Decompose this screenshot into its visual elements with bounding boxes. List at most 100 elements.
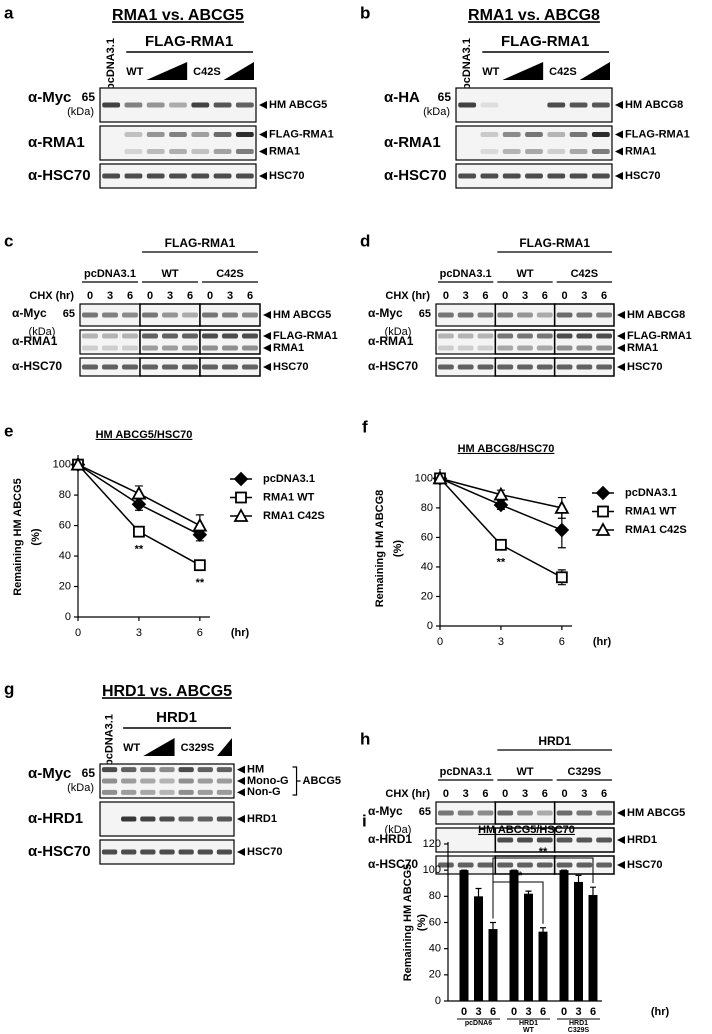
band: [591, 102, 610, 108]
marker: [133, 525, 145, 538]
band: [235, 173, 254, 179]
y-tick-label: 0: [427, 620, 433, 632]
y-tick-label: 100: [415, 472, 433, 484]
target-label: HM ABCG8: [625, 99, 683, 111]
group-label-box: HRD1 C329S: [568, 1020, 589, 1034]
subgroup-label: WT: [126, 66, 143, 78]
bar: [509, 870, 519, 1001]
band: [556, 333, 573, 339]
time-label: CHX (hr): [385, 290, 430, 302]
band: [216, 778, 233, 784]
band: [480, 173, 499, 179]
band: [124, 102, 143, 108]
band: [182, 345, 198, 351]
antibody-label: α-HSC70: [12, 359, 62, 373]
target-label: HM: [247, 764, 264, 776]
band: [235, 149, 254, 154]
target-label: HM ABCG5: [269, 99, 327, 111]
subgroup-label: C329S: [568, 766, 602, 778]
band: [517, 810, 533, 816]
target-arrow: [259, 147, 267, 156]
marker-size: 65: [63, 308, 75, 320]
target-label: Non-G: [247, 786, 281, 798]
band: [517, 837, 533, 843]
x-tick-label: 6: [490, 1006, 496, 1018]
band: [216, 789, 233, 795]
target-arrow: [263, 363, 271, 371]
target-label: RMA1: [625, 145, 656, 157]
bar: [559, 870, 569, 1001]
band: [556, 345, 573, 351]
band: [216, 849, 233, 855]
marker-size: 65: [419, 308, 431, 320]
x-axis-label: (hr): [593, 636, 612, 648]
x-axis-label: (hr): [231, 627, 250, 639]
legend-label: pcDNA3.1: [625, 487, 677, 499]
bracket: [292, 766, 301, 796]
band: [536, 312, 553, 318]
group-label: FLAG-RMA1: [519, 236, 590, 250]
band: [140, 767, 156, 773]
band: [101, 778, 118, 784]
band: [191, 132, 210, 137]
band: [102, 333, 118, 339]
time-label: CHX (hr): [385, 788, 430, 800]
band: [169, 149, 187, 154]
panel-letter: g: [4, 679, 14, 698]
time-value: 6: [542, 290, 548, 302]
target-label: HRD1: [627, 834, 657, 846]
time-value: 0: [561, 788, 567, 800]
band: [140, 849, 156, 855]
band: [576, 364, 593, 370]
subgroup-label: WT: [161, 268, 178, 280]
band: [162, 364, 178, 370]
y-tick-label: 0: [65, 611, 71, 623]
band: [197, 789, 213, 795]
target-label: RMA1: [269, 145, 300, 157]
band: [480, 102, 499, 108]
band: [437, 345, 454, 351]
band: [101, 849, 118, 855]
band: [82, 345, 98, 351]
band: [102, 345, 118, 351]
blot-title: HRD1 vs. ABCG5: [102, 683, 232, 700]
target-arrow: [263, 332, 271, 340]
target-arrow: [615, 172, 623, 180]
target-label: HM ABCG8: [627, 309, 685, 321]
band: [576, 312, 593, 318]
band: [502, 149, 521, 154]
target-label: FLAG-RMA1: [625, 128, 690, 140]
marker: [432, 470, 448, 485]
y-axis-label: Remaining HM ABCG8: [374, 490, 386, 608]
bar: [588, 895, 598, 1001]
target-label: HM ABCG5: [627, 807, 685, 819]
target-arrow: [263, 311, 271, 319]
time-label: CHX (hr): [29, 290, 74, 302]
y-axis-label: Remaining HM ABCG5: [12, 478, 24, 596]
band: [142, 333, 158, 339]
band: [547, 132, 566, 137]
band: [497, 333, 514, 339]
time-value: 0: [443, 788, 449, 800]
band: [457, 345, 474, 351]
band: [596, 364, 613, 370]
subgroup-label: WT: [516, 268, 533, 280]
band: [222, 312, 238, 318]
control-label: pcDNA3.1: [105, 38, 117, 90]
band: [140, 816, 156, 822]
legend-marker: [235, 491, 247, 504]
band: [122, 333, 138, 339]
blot-title: RMA1 vs. ABCG8: [468, 7, 600, 24]
target-arrow: [617, 809, 625, 817]
blot-box: [435, 329, 496, 355]
panel-letter: h: [360, 729, 370, 748]
band: [517, 312, 533, 318]
y-tick-label: 100: [423, 864, 441, 876]
error-bar: [590, 886, 596, 903]
significance: **: [135, 544, 144, 556]
target-arrow: [617, 861, 625, 869]
group-label: FLAG-RMA1: [501, 33, 589, 50]
chart-title: HM ABCG5/HSC70: [96, 429, 193, 441]
subgroup-label: C42S: [216, 268, 244, 280]
